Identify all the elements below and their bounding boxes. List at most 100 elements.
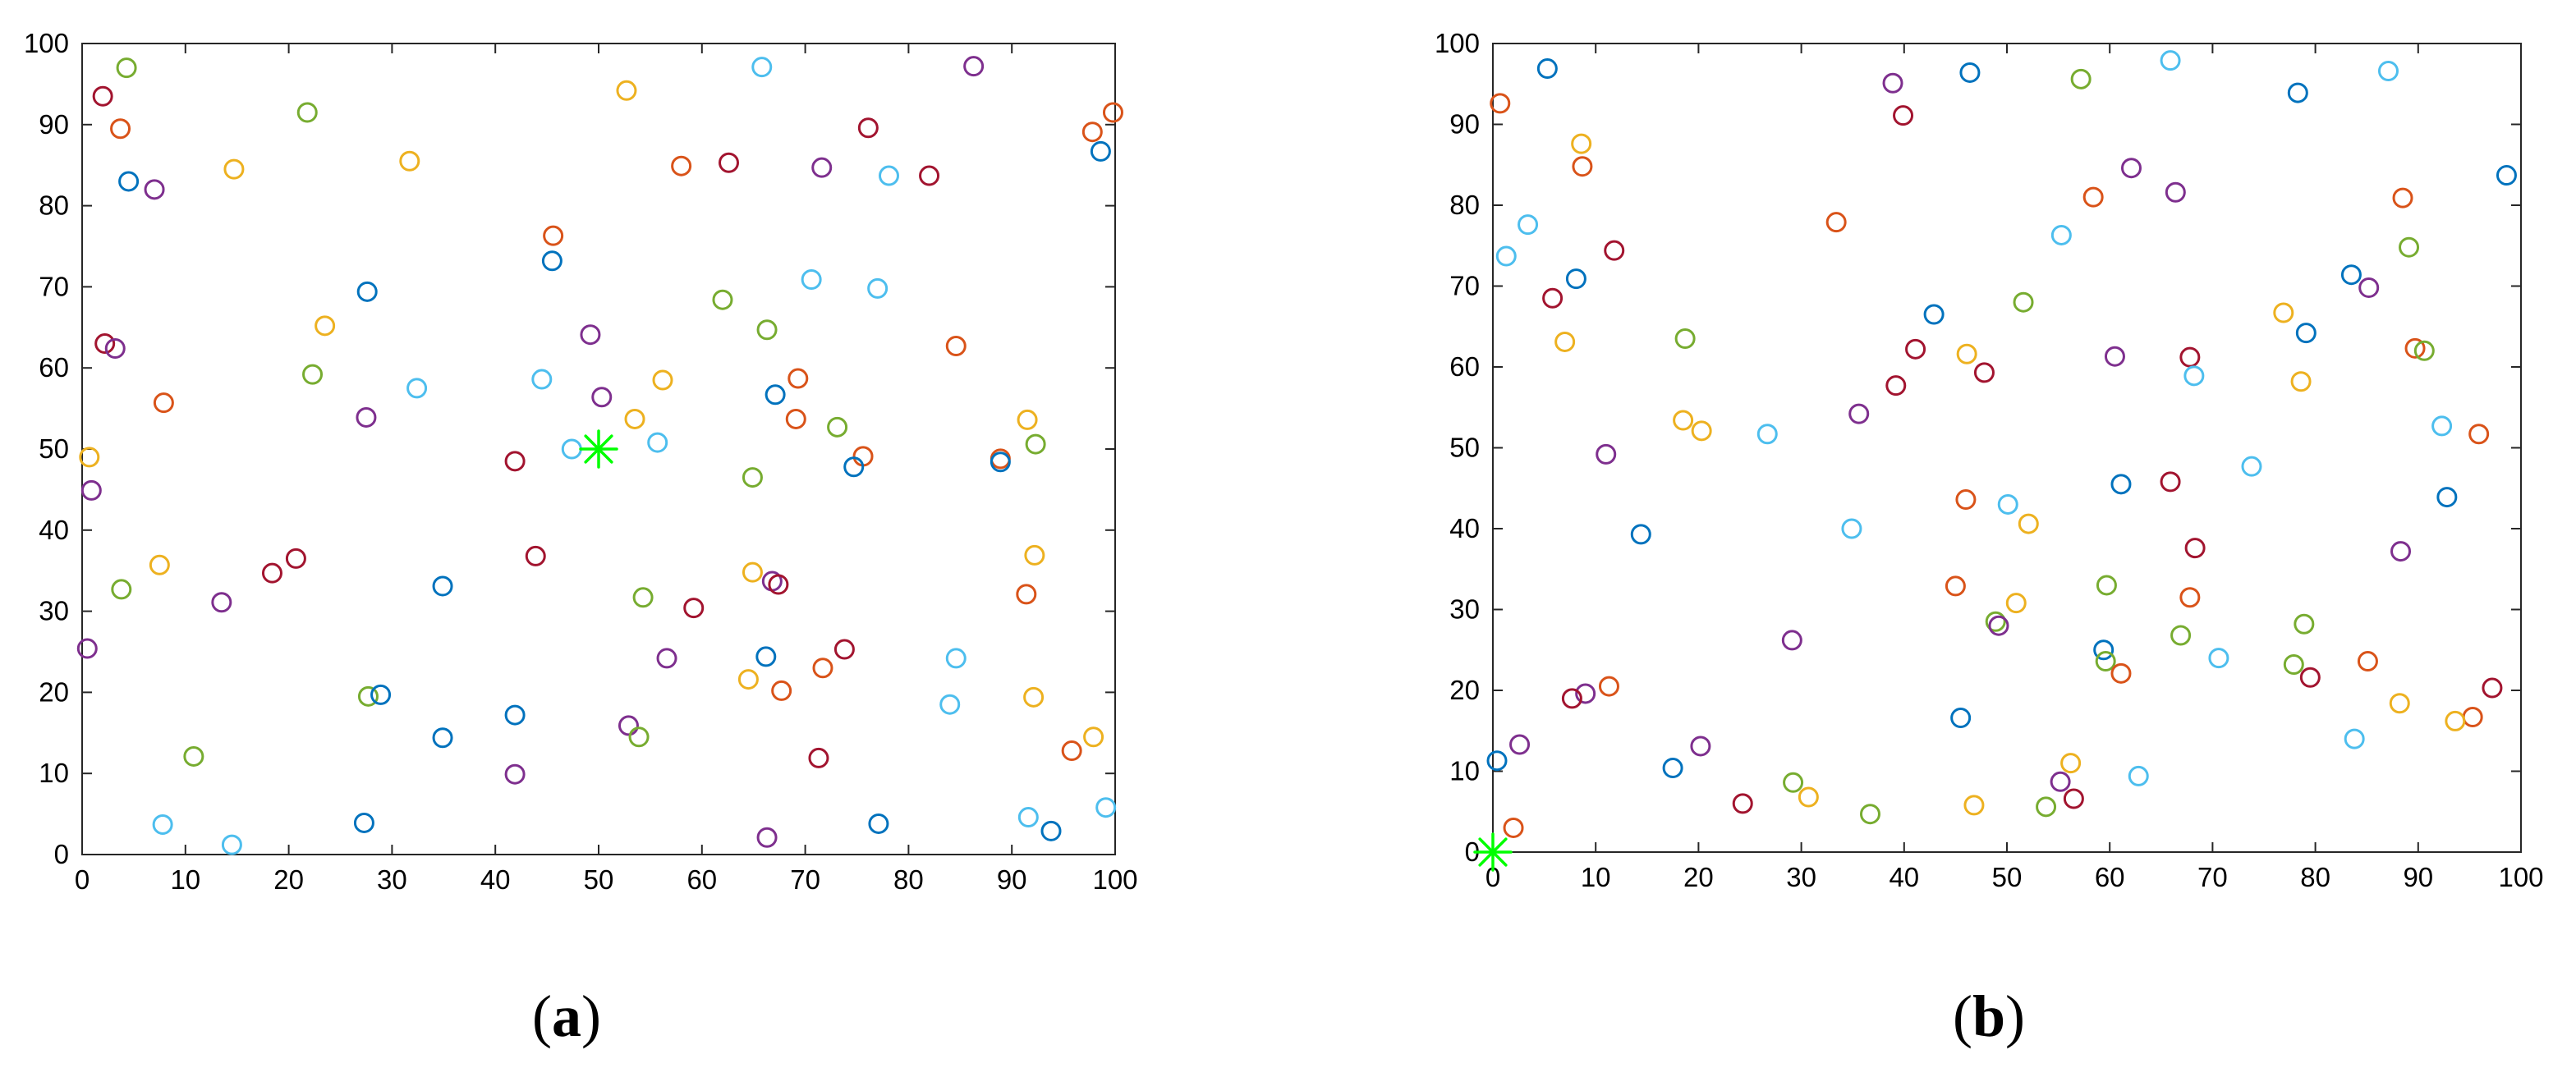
y-tick-label: 70 [39, 271, 69, 301]
data-point [152, 813, 173, 835]
x-tick-label: 90 [2403, 862, 2433, 892]
data-point [1554, 331, 1576, 352]
y-tick-label: 50 [1449, 433, 1480, 463]
data-point [647, 432, 668, 453]
x-tick-label: 20 [1683, 862, 1714, 892]
data-point [628, 726, 650, 748]
data-point [541, 250, 562, 272]
data-point [939, 694, 961, 715]
data-point [1825, 212, 1847, 233]
data-point [801, 269, 822, 291]
data-point [737, 669, 759, 690]
data-point [1571, 133, 1592, 154]
data-point [857, 117, 879, 139]
data-point [1598, 676, 1619, 697]
data-point [2093, 639, 2115, 661]
data-point [765, 384, 786, 406]
data-point [370, 684, 392, 705]
data-point [110, 118, 131, 140]
data-point [833, 639, 855, 660]
data-point [624, 408, 645, 429]
data-point [2095, 651, 2116, 672]
x-tick-label: 80 [2300, 862, 2330, 892]
data-point [2340, 264, 2362, 286]
data-point [1973, 362, 1995, 383]
data-point [2357, 651, 2378, 672]
data-point [1950, 707, 1972, 728]
data-point [1024, 544, 1045, 566]
panel-label-a: (a) [532, 983, 601, 1049]
data-point [1503, 817, 1524, 838]
start-point-marker [579, 429, 618, 469]
data-point [1561, 688, 1582, 709]
data-point [1985, 611, 2006, 632]
data-point [632, 587, 654, 608]
data-point [1691, 420, 1712, 442]
data-point [1798, 786, 1819, 808]
data-point [104, 337, 126, 359]
data-point [153, 392, 174, 414]
data-point [2128, 765, 2149, 786]
x-tick-label: 0 [75, 864, 90, 895]
x-tick-label: 70 [790, 864, 820, 895]
data-point [1781, 630, 1802, 651]
data-point [751, 57, 773, 78]
data-point [504, 704, 526, 726]
y-tick-label: 0 [1465, 836, 1480, 867]
data-point [211, 592, 232, 613]
y-tick-label: 60 [1449, 351, 1480, 382]
data-point [945, 336, 967, 357]
data-point [504, 763, 526, 785]
x-tick-label: 30 [1786, 862, 1816, 892]
data-point [990, 451, 1011, 473]
x-tick-label: 50 [1992, 862, 2023, 892]
data-point [315, 315, 336, 337]
data-point [80, 479, 102, 501]
data-point [2082, 186, 2104, 208]
data-point [2358, 277, 2380, 298]
data-point [1061, 740, 1082, 762]
data-point [1486, 750, 1508, 772]
data-point [1882, 72, 1903, 94]
data-point [1963, 795, 1985, 816]
data-point [811, 157, 833, 178]
data-point [2445, 710, 2466, 731]
data-point [1016, 584, 1037, 605]
data-point [2468, 424, 2490, 445]
data-point [356, 406, 377, 428]
data-point [1859, 804, 1880, 825]
data-point [1490, 93, 1511, 114]
data-point [261, 562, 282, 584]
data-point [1955, 489, 1977, 511]
data-point [1102, 102, 1123, 123]
data-point [92, 85, 113, 107]
data-point [867, 277, 889, 299]
data-point [1690, 736, 1711, 757]
data-point [399, 150, 420, 172]
data-point [2295, 323, 2317, 344]
data-point [144, 179, 165, 200]
data-point [812, 658, 833, 679]
data-point [432, 727, 453, 749]
x-tick-label: 80 [893, 864, 924, 895]
x-tick-label: 40 [480, 864, 511, 895]
x-tick-label: 60 [686, 864, 717, 895]
data-point [1572, 156, 1593, 177]
data-point [1945, 575, 1966, 597]
data-point [2299, 667, 2321, 688]
data-point [2294, 613, 2315, 635]
data-point [2273, 302, 2294, 323]
x-tick-label: 20 [273, 864, 304, 895]
data-point [2482, 677, 2503, 699]
data-point [149, 554, 170, 575]
data-point [531, 369, 553, 390]
data-point [79, 447, 100, 468]
x-tick-label: 90 [997, 864, 1027, 895]
start-point-marker [1473, 832, 1513, 872]
y-tick-label: 30 [39, 596, 69, 626]
data-point [2413, 340, 2435, 361]
panel-label-b: (b) [1953, 983, 2025, 1049]
data-point [2389, 693, 2410, 714]
y-tick-label: 30 [1449, 594, 1480, 625]
data-point [1673, 410, 1694, 431]
